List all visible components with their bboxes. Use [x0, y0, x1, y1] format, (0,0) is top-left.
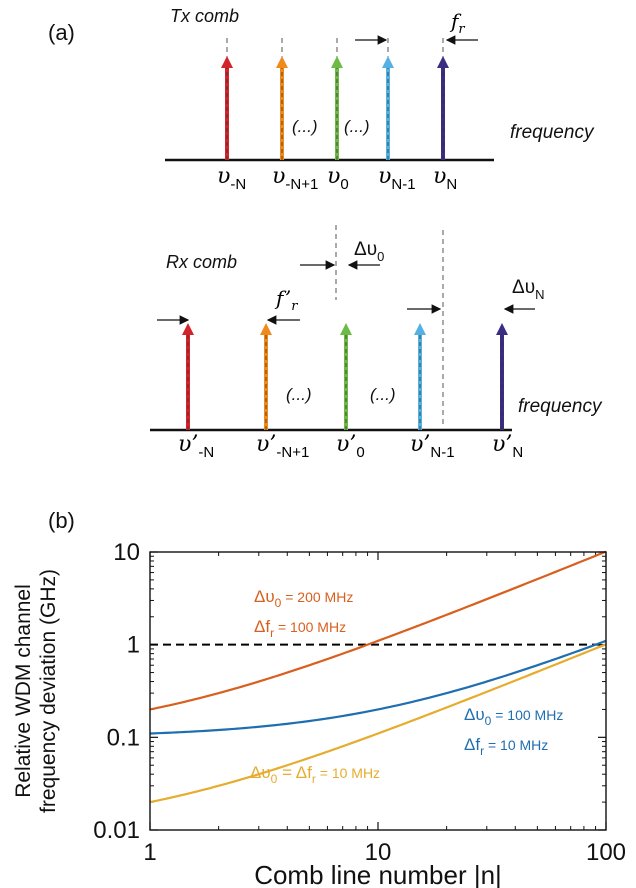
x-axis-label: Comb line number |n|	[254, 860, 502, 888]
tx-axis-label: frequency	[510, 122, 595, 143]
rx-comb-arrowhead-3	[414, 323, 426, 335]
rx-ellipsis-right: (...)	[370, 385, 396, 404]
series-line-0	[149, 550, 607, 711]
rx-line-label-3: υ’N-1	[410, 432, 455, 461]
tx-ellipsis-right: (...)	[344, 117, 370, 136]
rx-dvN-label: ΔυN	[512, 277, 544, 302]
y-tick-label: 0.01	[93, 817, 140, 844]
tx-line-label-1: υ-N+1	[272, 164, 318, 193]
tx-comb-title: Tx comb	[170, 6, 239, 26]
rx-comb-arrowhead-0	[182, 323, 194, 335]
rx-line-label-2: υ’0	[336, 432, 365, 461]
series-line-2	[149, 643, 607, 804]
rx-line-label-4: υ’N	[492, 432, 523, 461]
tx-comb-lines: υ-N υ-N+1 υ0 υN-1 υN	[217, 38, 457, 193]
rx-comb-arrowhead-4	[496, 323, 508, 335]
tx-comb-arrowhead-3	[382, 56, 394, 68]
rx-comb-arrowhead-2	[340, 323, 352, 335]
y-tick-label: 0.1	[107, 724, 140, 751]
rx-ellipsis-left: (...)	[286, 385, 312, 404]
tx-comb-arrowhead-1	[276, 56, 288, 68]
tx-line-label-2: υ0	[327, 164, 349, 193]
y-tick-label: 1	[127, 632, 140, 659]
tx-line-label-4: υN	[433, 164, 457, 193]
x-tick-label: 10	[365, 839, 392, 866]
series-line-1	[149, 639, 607, 735]
annotation-blue-dfr: Δfr = 10 MHz	[464, 735, 548, 758]
tx-comb-arrowhead-0	[221, 56, 233, 68]
rx-line-label-1: υ’-N+1	[256, 432, 309, 461]
annotation-orange-dv0: Δυ0 = 200 MHz	[254, 587, 353, 610]
rx-line-label-0: υ’-N	[178, 432, 214, 461]
plot-frame	[149, 551, 607, 831]
x-tick-label: 1	[143, 839, 156, 866]
rx-comb-lines: υ’-N υ’-N+1 υ’0 υ’N-1 υ’N	[178, 323, 523, 461]
tx-line-label-0: υ-N	[217, 164, 246, 193]
annotation-orange-dfr: Δfr = 100 MHz	[254, 617, 346, 640]
rx-dv0-label: Δυ0	[354, 239, 384, 264]
annotation-blue-dv0: Δυ0 = 100 MHz	[464, 705, 563, 728]
panel-a-label: (a)	[48, 20, 75, 45]
y-axis-label-line2: frequency deviation (GHz)	[37, 569, 60, 813]
tx-ellipsis-left: (...)	[292, 117, 318, 136]
rx-comb-arrowhead-1	[260, 323, 272, 335]
rx-comb-title: Rx comb	[166, 252, 237, 272]
rx-axis-label: frequency	[518, 396, 603, 417]
tx-fr-label: fr	[449, 9, 465, 37]
panel-b-label: (b)	[48, 508, 75, 533]
y-tick-label: 10	[113, 539, 140, 566]
rx-fr-label: f’r	[274, 286, 298, 314]
annotation-yellow: Δυ0 = Δfr = 10 MHz	[250, 763, 380, 786]
x-tick-label: 100	[586, 839, 626, 866]
tx-comb-arrowhead-2	[331, 56, 343, 68]
tx-comb-arrowhead-4	[437, 56, 449, 68]
y-axis-label-line1: Relative WDM channel	[12, 584, 35, 798]
tx-line-label-3: υN-1	[378, 164, 416, 193]
